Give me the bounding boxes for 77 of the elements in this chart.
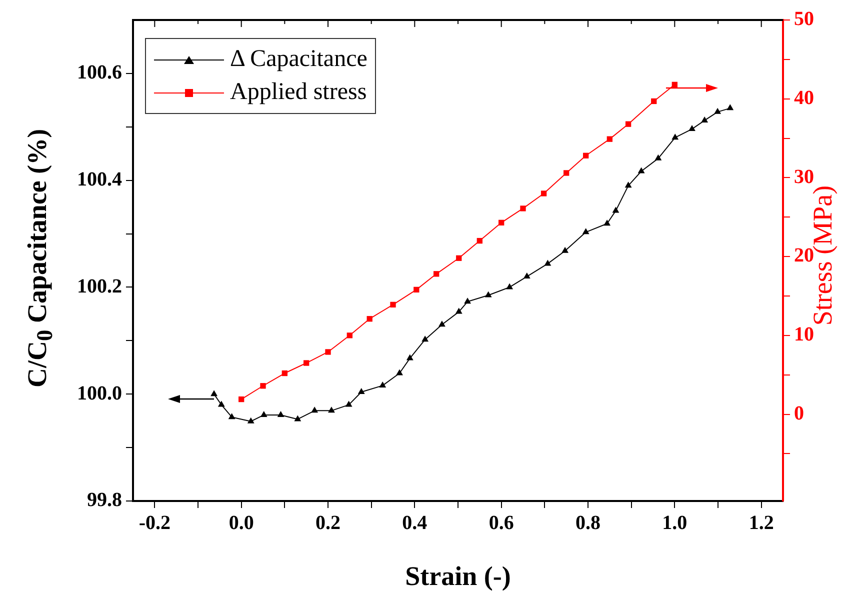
y-tick-label: 100.0 xyxy=(77,382,122,404)
point xyxy=(345,400,352,407)
point xyxy=(654,154,662,160)
point xyxy=(544,260,552,266)
x-axis-title: Strain (-) xyxy=(405,560,511,591)
point xyxy=(396,369,403,376)
point xyxy=(358,388,365,394)
y2-tick-label: 10 xyxy=(794,324,814,346)
point xyxy=(260,383,266,389)
point xyxy=(701,116,708,122)
point xyxy=(540,190,547,196)
point xyxy=(434,271,440,277)
point xyxy=(651,98,657,104)
point xyxy=(260,410,268,417)
point xyxy=(612,206,620,213)
y2-tick-label: 50 xyxy=(794,8,814,30)
point xyxy=(325,349,331,355)
point xyxy=(672,82,678,88)
x-tick-label: 0.2 xyxy=(316,512,340,534)
point xyxy=(672,134,679,140)
point xyxy=(456,255,462,261)
y-tick-label: 99.8 xyxy=(87,489,122,512)
point xyxy=(228,413,236,420)
y-tick-label: 100.2 xyxy=(77,275,122,298)
point xyxy=(638,167,645,174)
point xyxy=(238,396,244,402)
point xyxy=(328,406,335,413)
x-tick-label: 0.0 xyxy=(228,512,254,534)
x-tick-label: -0.2 xyxy=(138,512,171,534)
point xyxy=(390,302,396,308)
point xyxy=(247,417,254,424)
point xyxy=(438,320,446,327)
point xyxy=(379,382,386,388)
point xyxy=(476,238,482,244)
point xyxy=(311,406,318,413)
point xyxy=(406,354,414,360)
y2-tick-label: 0 xyxy=(794,402,804,424)
legend-label: Δ Capacitance xyxy=(230,46,368,73)
point xyxy=(282,370,288,376)
point xyxy=(582,228,590,234)
y2-tick-label: 30 xyxy=(794,166,814,188)
x-tick-label: 0.4 xyxy=(402,512,428,534)
point xyxy=(688,125,696,132)
point xyxy=(564,170,570,176)
point xyxy=(346,332,352,338)
point xyxy=(277,410,284,417)
point xyxy=(455,308,462,314)
y-tick-label: 100.6 xyxy=(77,62,122,84)
point xyxy=(624,182,632,188)
point xyxy=(464,298,471,304)
point xyxy=(583,152,589,158)
point xyxy=(366,316,372,322)
legend-label: Applied stress xyxy=(230,79,367,106)
point xyxy=(210,390,218,396)
y-tick-label: 100.4 xyxy=(77,168,122,191)
point xyxy=(414,286,420,293)
x-tick-label: 0.6 xyxy=(488,512,514,534)
point xyxy=(422,336,429,342)
point xyxy=(726,104,734,110)
point xyxy=(218,400,225,407)
point xyxy=(484,291,492,298)
point xyxy=(498,220,504,226)
point xyxy=(294,415,302,422)
point xyxy=(506,283,514,290)
point xyxy=(625,121,632,127)
y2-tick-label: 20 xyxy=(794,244,814,267)
x-tick-label: 0.8 xyxy=(576,512,600,534)
point xyxy=(520,206,526,212)
point xyxy=(523,272,530,279)
point xyxy=(562,246,568,253)
point xyxy=(714,108,722,114)
point xyxy=(606,136,612,142)
x-tick-label: 1.0 xyxy=(662,512,688,534)
point xyxy=(304,360,310,366)
y2-tick-label: 40 xyxy=(794,87,814,110)
point xyxy=(604,220,611,226)
x-tick-label: 1.2 xyxy=(748,512,774,534)
